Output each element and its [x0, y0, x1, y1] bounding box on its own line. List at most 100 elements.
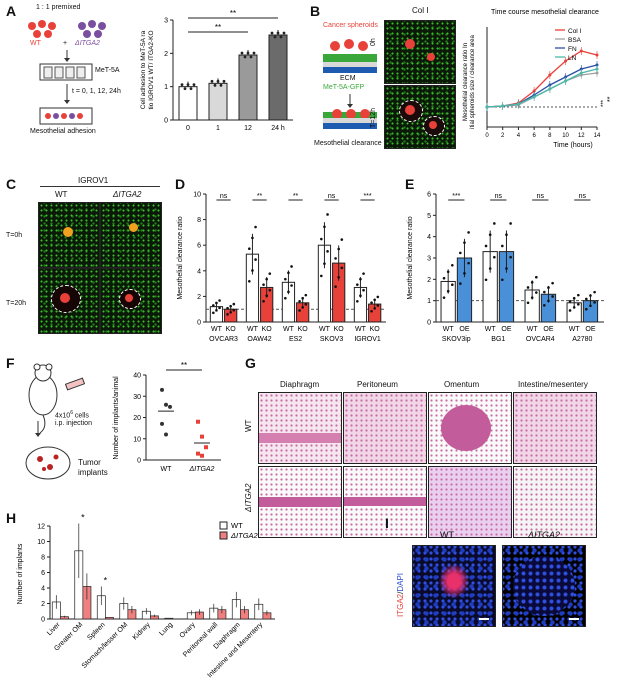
- b-point: [595, 53, 599, 57]
- d-point: [254, 225, 257, 229]
- plus-label: +: [63, 40, 68, 47]
- d-group-label: IGROV1: [354, 336, 381, 343]
- b-x-tick-label: 6: [532, 133, 536, 139]
- f-point: [168, 404, 172, 409]
- e-point: [501, 278, 504, 282]
- e-point: [451, 283, 454, 287]
- a-point: [210, 79, 214, 83]
- d-point: [334, 257, 337, 260]
- h-x-tick-label: Kidney: [132, 621, 152, 641]
- e-point: [467, 261, 470, 265]
- e-point: [484, 278, 488, 282]
- f-point: [196, 419, 200, 424]
- e-point: [526, 286, 530, 289]
- chart-b: Time course mesothelial clearance 0 2 4 6 8 10…: [463, 9, 614, 149]
- b-point: [595, 67, 599, 71]
- d-group-label: OVCAR3: [209, 336, 238, 343]
- e-y-tick-label: 4: [427, 234, 431, 241]
- e-point: [535, 275, 538, 279]
- micrograph-c-ko-0h: [100, 202, 162, 268]
- e-point: [526, 301, 530, 305]
- d-point: [323, 262, 326, 265]
- b-legend-label: BSA: [568, 37, 582, 44]
- e-point: [585, 297, 588, 301]
- f-y-tick-label: 30: [133, 394, 141, 401]
- igrov1-title: IGROV1: [78, 176, 109, 185]
- row-label-t0: T=0h: [6, 232, 23, 239]
- d-sig-label: ***: [363, 193, 371, 200]
- b-point: [579, 71, 583, 75]
- e-condition-label: WT: [569, 326, 581, 333]
- h-x-tick-label: Liver: [46, 621, 62, 637]
- e-y-tick-label: 3: [427, 256, 431, 263]
- implants-label: implants: [78, 468, 108, 477]
- d-point: [251, 269, 254, 272]
- d-point: [232, 302, 236, 306]
- d-point: [362, 288, 365, 292]
- clearance-layer-icon: [323, 109, 377, 129]
- g-col-diaphragm: Diaphragm: [280, 380, 320, 389]
- a-point: [222, 79, 226, 83]
- a-x-tick-label: 12: [244, 125, 252, 132]
- f-point: [200, 434, 204, 439]
- d-sig-label: ns: [328, 193, 336, 200]
- d-point: [373, 307, 376, 310]
- f-y-tick-label: 20: [133, 415, 141, 422]
- e-condition-label: WT: [527, 326, 539, 333]
- i-col-wt: WT: [440, 530, 454, 540]
- a-bar: [208, 82, 228, 121]
- a-point: [282, 31, 286, 35]
- d-point: [304, 293, 308, 297]
- b-point: [564, 59, 568, 63]
- e-group-label: SKOV3ip: [442, 336, 471, 343]
- d-y-tick-label: 6: [197, 243, 201, 250]
- e-point: [568, 309, 572, 312]
- e-point: [442, 296, 446, 299]
- spheroids-label: Cancer spheroids: [323, 22, 378, 29]
- cells-exponent: 6: [70, 410, 73, 416]
- a-point: [213, 83, 217, 87]
- b-ylabel-line1: Mesothelial clearance ratio In: [463, 43, 469, 121]
- d-point: [218, 306, 221, 310]
- e-y-tick-label: 6: [427, 192, 431, 199]
- histology-wt-peritoneum: [343, 392, 427, 464]
- a-point: [279, 35, 283, 39]
- b-title: Time course mesothelial clearance: [491, 9, 599, 16]
- i-col-ko: ΔITGA2: [528, 530, 561, 540]
- d-point: [337, 247, 340, 251]
- e-point: [547, 299, 550, 303]
- h-y-tick-label: 8: [41, 555, 45, 562]
- d-point: [362, 272, 365, 275]
- f-point: [164, 432, 168, 437]
- b-xlabel: Time (hours): [553, 142, 592, 149]
- panel-b-schematic: [323, 39, 377, 129]
- d-point: [320, 237, 323, 241]
- e-point: [446, 270, 450, 274]
- b-point: [501, 104, 505, 108]
- e-condition-label: WT: [443, 326, 455, 333]
- d-point: [265, 294, 268, 298]
- h-y-tick-label: 0: [41, 617, 45, 624]
- i-ylabel-dapi: DAPI: [396, 572, 405, 592]
- d-sig-label: **: [257, 193, 263, 200]
- mesothelial-layer-icon: [323, 54, 377, 73]
- a-ylabel-line2: tio IGROV1 WT/ ITGA2-KO: [148, 30, 155, 109]
- b-point: [532, 95, 536, 99]
- d-point: [373, 298, 376, 302]
- e-point: [501, 244, 504, 248]
- d-point: [290, 265, 293, 268]
- e-point: [530, 296, 534, 299]
- e-point: [543, 304, 546, 307]
- d-point: [356, 299, 359, 303]
- d-group-label: ES2: [289, 336, 302, 343]
- if-image-ko: [502, 545, 586, 627]
- chart-e: 0 1 2 3 4 5 6 Mesothelial clearance ratio WT OE SK…: [407, 192, 604, 343]
- a-point: [189, 87, 193, 91]
- b-x-tick-label: 0: [485, 133, 489, 139]
- d-point: [254, 258, 257, 261]
- h-y-tick-label: 10: [37, 539, 45, 546]
- f-point: [164, 402, 168, 407]
- d-condition-label: WT: [319, 326, 331, 333]
- micrograph-c-wt-20h: [38, 268, 100, 334]
